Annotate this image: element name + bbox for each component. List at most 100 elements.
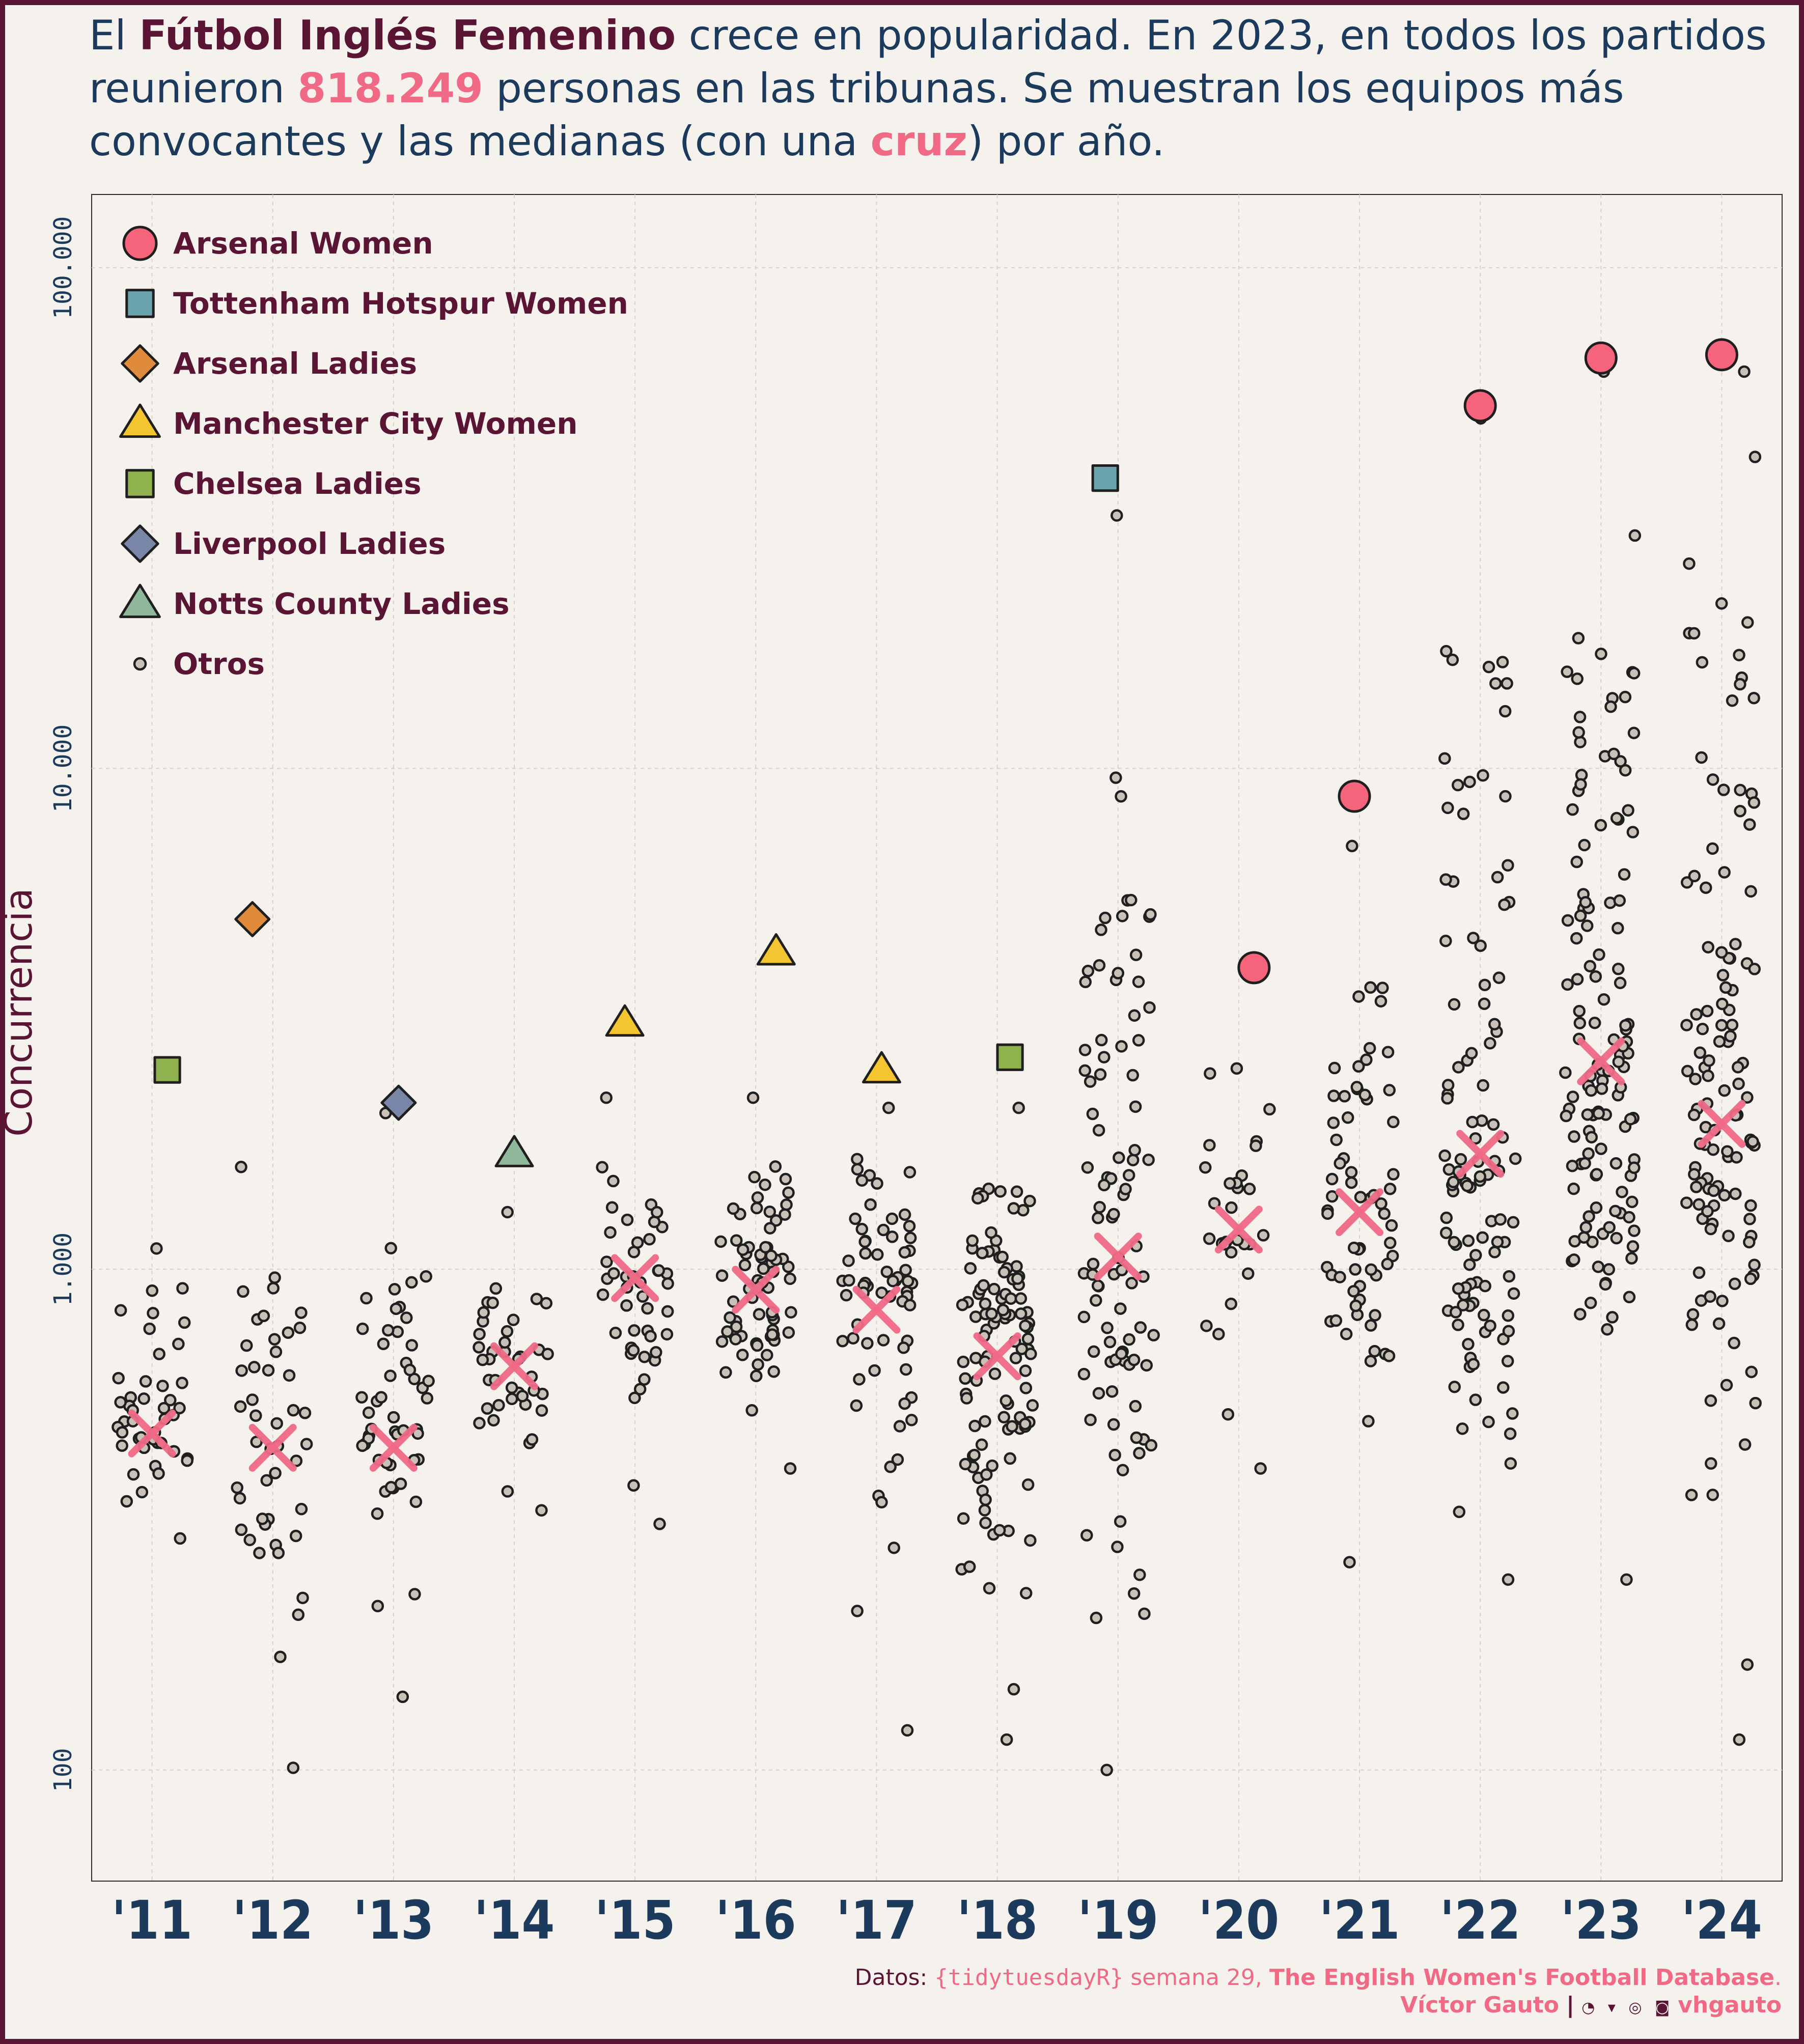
point-otros <box>1612 1055 1625 1068</box>
point-otros <box>903 1299 917 1311</box>
point-otros <box>779 1172 792 1186</box>
median-cross <box>611 1254 659 1302</box>
point-otros <box>1570 932 1583 945</box>
point-otros <box>1692 1198 1705 1211</box>
point-otros <box>1719 981 1732 994</box>
legend-key-liverpool-ladies <box>121 524 159 563</box>
median-cross <box>732 1266 780 1314</box>
point-otros <box>1132 975 1145 988</box>
title-part-5: personas en las tribunas. Se muestran lo… <box>89 65 1624 165</box>
point-otros <box>1448 998 1461 1011</box>
point-otros <box>1447 1175 1460 1189</box>
legend-key-notts-county-ladies <box>119 583 161 619</box>
point-otros <box>173 1402 186 1415</box>
point-otros <box>1352 1060 1365 1073</box>
x-tick-label: '12 <box>232 1889 313 1951</box>
point-otros <box>898 1208 911 1221</box>
point-otros <box>1128 1144 1141 1157</box>
point-otros <box>268 1271 281 1284</box>
point-otros <box>650 1206 663 1219</box>
point-otros <box>507 1313 520 1326</box>
point-otros <box>1688 1168 1701 1181</box>
point-otros <box>979 1415 991 1428</box>
point-otros <box>501 1325 514 1338</box>
point-otros <box>1378 1207 1391 1220</box>
point-otros <box>1726 694 1739 707</box>
point-otros <box>541 1348 554 1360</box>
point-otros <box>1578 838 1591 852</box>
point-otros <box>1509 1152 1522 1165</box>
x-tick-label: '17 <box>836 1889 917 1951</box>
point-otros <box>859 1247 872 1260</box>
point-otros <box>759 1241 772 1254</box>
point-otros <box>782 1326 795 1339</box>
point-otros <box>1681 1065 1694 1078</box>
point-otros <box>1733 1733 1746 1746</box>
point-otros <box>1019 1587 1033 1600</box>
point-otros <box>1729 938 1742 950</box>
point-otros <box>963 1560 976 1573</box>
point-otros <box>1257 1229 1270 1242</box>
point-otros <box>1129 1399 1142 1413</box>
point-otros <box>882 1101 895 1114</box>
point-otros <box>1441 1092 1454 1105</box>
point-otros <box>1744 1272 1757 1285</box>
point-otros <box>1726 1019 1739 1031</box>
point-otros <box>1716 997 1729 1011</box>
point-otros <box>1354 1191 1367 1203</box>
point-otros <box>1584 1297 1597 1309</box>
point-otros <box>1625 1252 1638 1265</box>
point-otros <box>979 1297 992 1310</box>
point-otros <box>1704 1394 1717 1407</box>
point-otros <box>784 1462 797 1475</box>
point-otros <box>904 1231 917 1244</box>
point-otros <box>1440 645 1453 658</box>
point-otros <box>356 1322 369 1335</box>
caption-author: Víctor Gauto <box>1400 1992 1559 2018</box>
point-otros <box>1092 1124 1105 1137</box>
point-otros <box>396 1690 409 1703</box>
point-otros <box>1607 747 1620 761</box>
point-otros <box>898 1397 911 1410</box>
point-otros <box>233 1492 246 1505</box>
point-otros <box>481 1402 494 1415</box>
point-otros <box>956 1298 969 1311</box>
point-otros <box>1502 1309 1515 1322</box>
caption-source-line: Datos: {tidytuesdayR} semana 29, The Eng… <box>855 1964 1782 1992</box>
point-otros <box>1019 1417 1032 1431</box>
legend-label: Notts County Ladies <box>173 586 510 621</box>
point-otros <box>959 1372 972 1385</box>
point-otros <box>752 1358 764 1371</box>
point-otros <box>355 1391 368 1404</box>
point-otros <box>1325 1190 1339 1203</box>
point-otros <box>1147 1329 1160 1341</box>
point-otros <box>1620 1573 1633 1586</box>
point-otros <box>1439 934 1452 947</box>
point-otros <box>1568 1253 1580 1266</box>
point-otros <box>855 1223 869 1236</box>
point-otros <box>1469 1132 1482 1145</box>
point-otros <box>296 1591 309 1604</box>
point-otros <box>176 1282 189 1295</box>
point-otros <box>1203 1232 1216 1245</box>
point-otros <box>1084 1413 1097 1426</box>
point-otros <box>1241 1267 1255 1280</box>
point-otros <box>596 1161 608 1174</box>
point-otros <box>505 1381 518 1394</box>
point-otros <box>1579 1221 1592 1234</box>
point-otros <box>1474 1170 1487 1183</box>
median-cross-stroke <box>1214 1206 1263 1254</box>
point-otros <box>1469 1393 1482 1406</box>
point-otros <box>1574 778 1587 791</box>
point-otros <box>1573 1017 1587 1029</box>
caption: Datos: {tidytuesdayR} semana 29, The Eng… <box>855 1964 1782 2022</box>
point-otros <box>1122 1169 1135 1182</box>
x-tick-label: '22 <box>1440 1889 1521 1951</box>
point-otros <box>738 1258 752 1272</box>
point-otros <box>1626 826 1640 838</box>
point-otros <box>501 1206 514 1219</box>
point-otros <box>605 1201 619 1214</box>
point-otros <box>1628 1161 1641 1174</box>
point-otros <box>269 1467 282 1479</box>
point-otros <box>1113 1151 1125 1164</box>
